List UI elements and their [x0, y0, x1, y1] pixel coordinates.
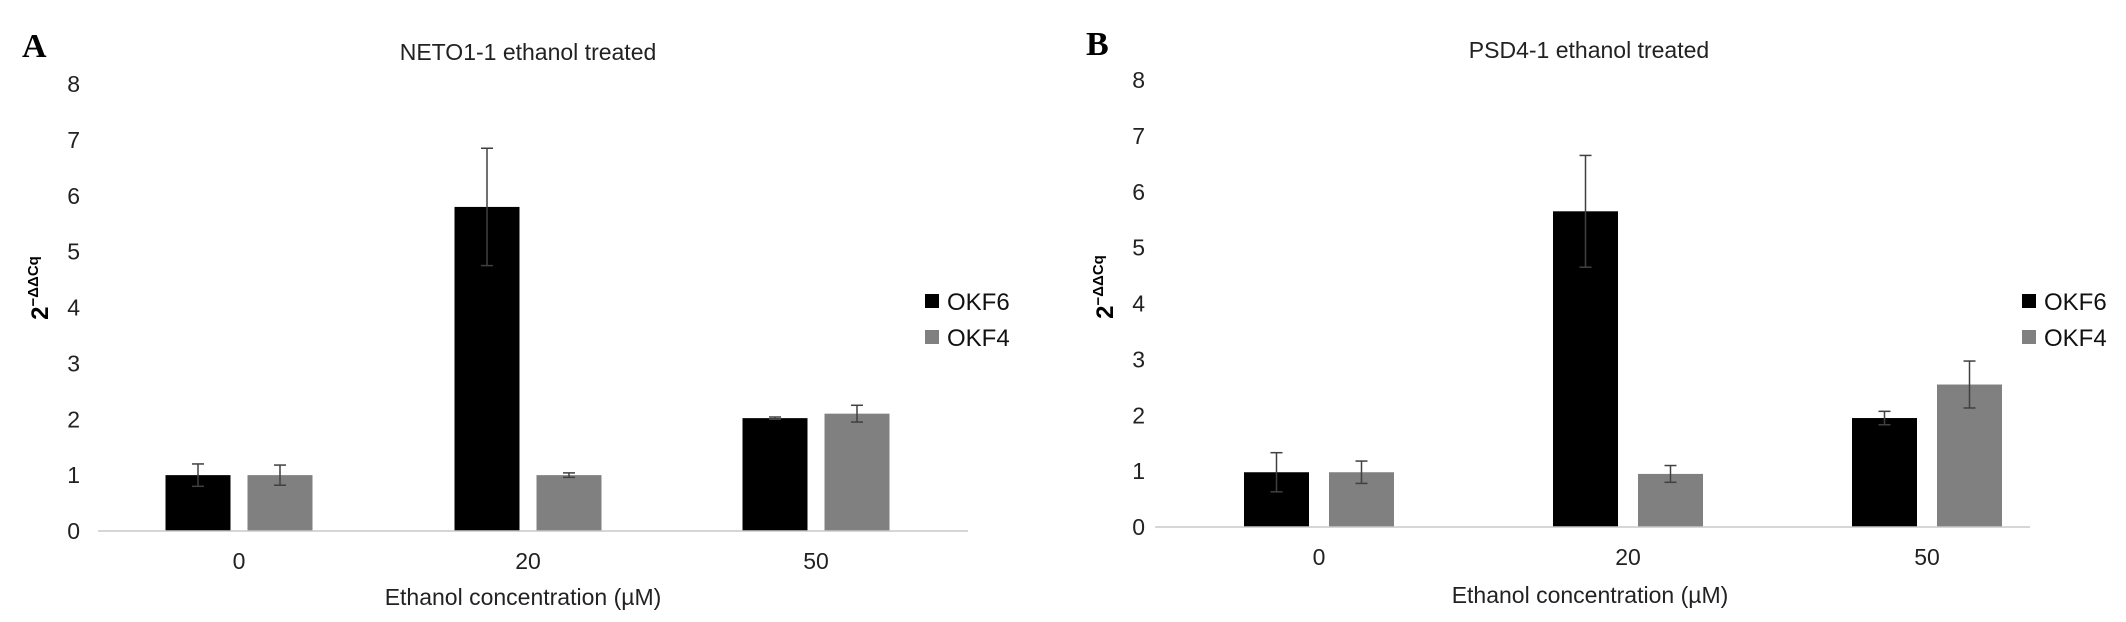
chart-title-b: PSD4-1 ethanol treated	[1469, 37, 1709, 63]
y-tick-label: 3	[1132, 346, 1145, 372]
y-tick-label: 2	[67, 406, 80, 432]
y-tick-label: 3	[67, 350, 80, 376]
legend-swatch-okf6	[2022, 294, 2036, 308]
chart-title-a: NETO1-1 ethanol treated	[400, 39, 657, 65]
y-axis-title-a: 2−ΔΔCq	[25, 256, 54, 320]
x-tick-label: 0	[1313, 544, 1326, 570]
panel-b: B PSD4-1 ethanol treated 2−ΔΔCq 01234567…	[1086, 26, 2107, 608]
y-tick-label: 1	[67, 462, 80, 488]
bars-a	[165, 206, 890, 532]
panel-label-a: A	[22, 28, 47, 65]
y-ticks-a: 0 1 2 3 4 5 6 7 8	[67, 71, 80, 544]
y-tick-label: 0	[67, 518, 80, 544]
y-axis-label-b: 2−ΔΔCq	[1090, 255, 1119, 319]
x-axis-title-a: Ethanol concentration (µM)	[385, 584, 662, 610]
y-tick-label: 5	[67, 239, 80, 265]
x-axis-title-b: Ethanol concentration (µM)	[1452, 582, 1729, 608]
y-tick-label: 7	[1132, 123, 1145, 149]
x-tick-label: 50	[1914, 544, 1940, 570]
legend-swatch-okf6	[925, 294, 939, 308]
bar-okf6-50	[1852, 418, 1917, 527]
y-axis-label-a-base: 2	[27, 306, 54, 319]
y-tick-label: 7	[67, 127, 80, 153]
x-tick-label: 20	[515, 548, 541, 574]
bar-okf6-50	[742, 418, 808, 531]
y-axis-label-b-base: 2	[1092, 305, 1119, 318]
y-tick-label: 8	[1132, 67, 1145, 93]
legend-label-okf6: OKF6	[947, 289, 1010, 316]
y-tick-label: 4	[1132, 291, 1145, 317]
x-ticks-b: 0 20 50	[1313, 544, 1940, 570]
y-tick-label: 6	[1132, 179, 1145, 205]
panel-label-b: B	[1086, 26, 1109, 63]
legend-b: OKF6 OKF4	[2022, 289, 2107, 352]
legend-label-okf4: OKF4	[947, 325, 1010, 352]
y-axis-label-b-exponent: −ΔΔCq	[1090, 255, 1107, 305]
y-tick-label: 0	[1132, 514, 1145, 540]
y-tick-label: 4	[67, 295, 80, 321]
y-tick-label: 8	[67, 71, 80, 97]
legend-a: OKF6 OKF4	[925, 289, 1010, 352]
legend-label-okf4: OKF4	[2044, 325, 2107, 352]
bars-b	[1244, 211, 2002, 527]
y-tick-label: 1	[1132, 458, 1145, 484]
x-tick-label: 0	[233, 548, 246, 574]
panel-a: A NETO1-1 ethanol treated 2−ΔΔCq 0123456…	[22, 28, 1010, 610]
y-axis-label-a-exponent: −ΔΔCq	[25, 256, 42, 306]
x-tick-label: 20	[1615, 544, 1641, 570]
y-ticks-b: 0 1 2 3 4 5 6 7 8	[1132, 67, 1145, 540]
legend-label-okf6: OKF6	[2044, 289, 2107, 316]
bar-okf4-20	[536, 475, 602, 531]
x-tick-label: 50	[803, 548, 829, 574]
legend-swatch-okf4	[925, 330, 939, 344]
y-axis-title-b: 2−ΔΔCq	[1090, 255, 1119, 319]
error-bars-b	[1270, 154, 1976, 493]
y-axis-label-a: 2−ΔΔCq	[25, 256, 54, 320]
bar-okf4-50	[824, 413, 890, 531]
y-tick-label: 5	[1132, 235, 1145, 261]
error-bars-a	[192, 147, 863, 488]
x-ticks-a: 0 20 50	[233, 548, 829, 574]
legend-swatch-okf4	[2022, 330, 2036, 344]
y-tick-label: 6	[67, 183, 80, 209]
y-tick-label: 2	[1132, 402, 1145, 428]
